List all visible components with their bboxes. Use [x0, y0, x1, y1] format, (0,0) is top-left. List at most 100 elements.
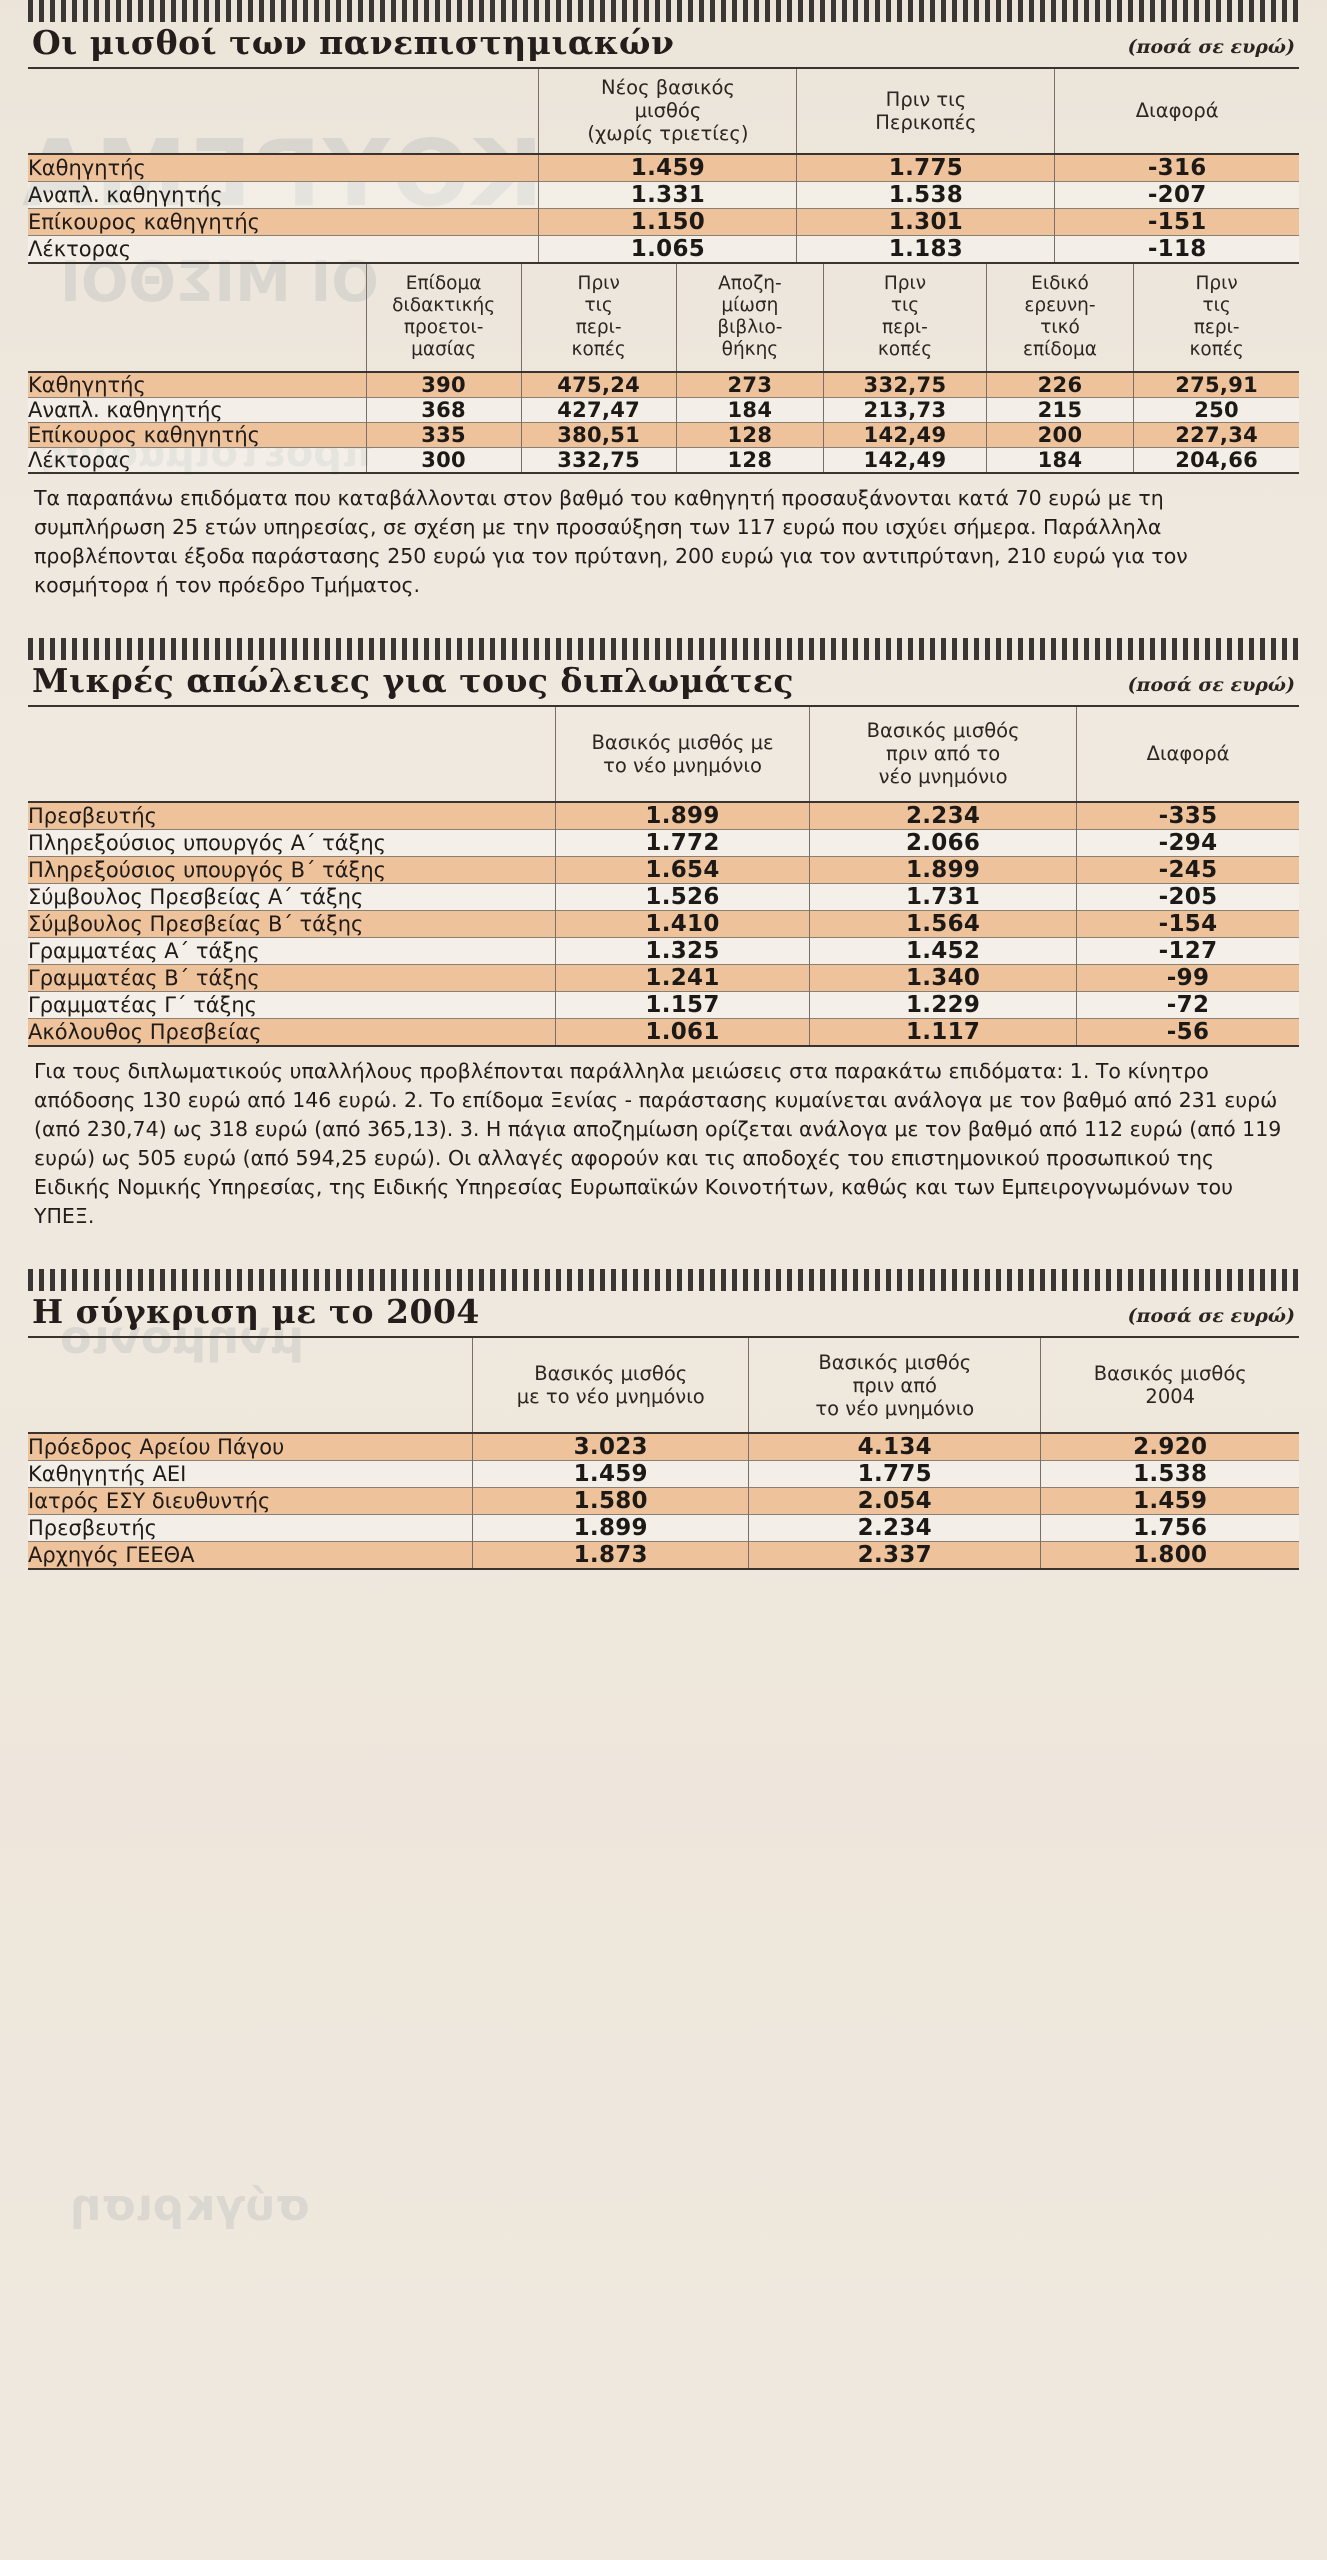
value-cell: 1.775 — [796, 152, 1055, 182]
value-cell: 1.410 — [554, 909, 810, 938]
value-cell: 273 — [675, 370, 824, 398]
header-cell: Πριν τις περι-κοπές — [1133, 263, 1299, 372]
value-cell: 1.459 — [472, 1460, 749, 1488]
value-cell: 250 — [1133, 396, 1299, 423]
table-university-allowances: Επίδομα διδακτικής προετοι-μασίας Πριν τις πε… — [28, 263, 1299, 474]
value-cell: 128 — [675, 421, 824, 448]
table-row: Γραμματέας Β΄ τάξης 1.241 1.340 -99 — [28, 963, 1299, 992]
row-label: Γραμματέας Α΄ τάξης — [28, 936, 556, 965]
value-cell: 184 — [675, 396, 824, 423]
row-label: Ακόλουθος Πρεσβείας — [28, 1017, 556, 1046]
row-label: Πρόεδρος Αρείου Πάγου — [28, 1432, 473, 1461]
section-headline: Η σύγκριση με το 2004 — [32, 1292, 480, 1332]
section-headline: Οι μισθοί των πανεπιστημιακών — [32, 23, 675, 62]
row-label: Ιατρός ΕΣΥ διευθυντής — [28, 1487, 473, 1515]
header-cell: Νέος βασικός μισθός (χωρίς τριετίες) — [538, 67, 797, 154]
header-cell: Αποζη-μίωση βιβλιο-θήκης — [675, 263, 824, 372]
value-cell: 275,91 — [1133, 370, 1299, 398]
value-cell: -316 — [1054, 152, 1299, 182]
row-label: Αναπλ. καθηγητής — [28, 396, 367, 423]
section-diplomats: Μικρές απώλειες για τους διπλωμάτες (ποσ… — [28, 638, 1299, 1235]
table-header-row: Βασικός μισθός με το νέο μνημόνιο Βασικός … — [28, 705, 1299, 802]
value-cell: -99 — [1076, 963, 1299, 992]
headline-row-1: Οι μισθοί των πανεπιστημιακών (ποσά σε ε… — [28, 24, 1299, 67]
table-row: Σύμβουλος Πρεσβείας Α΄ τάξης 1.526 1.731 -2… — [28, 882, 1299, 911]
value-cell: 3.023 — [472, 1432, 749, 1461]
row-label: Γραμματέας Β΄ τάξης — [28, 963, 556, 992]
value-cell: 1.899 — [554, 800, 810, 830]
value-cell: 1.899 — [809, 855, 1077, 884]
table-diplomat-salaries: Βασικός μισθός με το νέο μνημόνιο Βασικός … — [28, 704, 1299, 1047]
table-row: Καθηγητής 390 475,24 273 332,75 226 275,91 — [28, 370, 1299, 398]
value-cell: -335 — [1076, 800, 1299, 830]
value-cell: -205 — [1076, 882, 1299, 911]
value-cell: 2.337 — [748, 1541, 1041, 1570]
table-comparison-2004: Βασικός μισθός με το νέο μνημόνιο Βασικός … — [28, 1336, 1299, 1571]
table-row: Επίκουρος καθηγητής 335 380,51 128 142,49 200… — [28, 421, 1299, 448]
value-cell: 1.325 — [554, 936, 810, 965]
value-cell: 4.134 — [748, 1432, 1041, 1461]
value-cell: 1.731 — [809, 882, 1077, 911]
table-row: Γραμματέας Γ΄ τάξης 1.157 1.229 -72 — [28, 990, 1299, 1019]
ghost-text-5: σύγκριση — [70, 2180, 310, 2231]
value-cell: 427,47 — [520, 396, 677, 423]
value-cell: 335 — [365, 421, 522, 448]
table-head: Επίδομα διδακτικής προετοι-μασίας Πριν τις πε… — [28, 263, 1299, 372]
headline-row-2: Μικρές απώλειες για τους διπλωμάτες (ποσ… — [28, 662, 1299, 705]
header-cell-blank — [28, 706, 555, 802]
header-cell-blank — [28, 68, 539, 154]
table-header-row: Επίδομα διδακτικής προετοι-μασίας Πριν τις πε… — [28, 263, 1299, 372]
table-row: Γραμματέας Α΄ τάξης 1.325 1.452 -127 — [28, 936, 1299, 965]
row-label: Πρεσβευτής — [28, 800, 556, 830]
header-cell: Διαφορά — [1076, 705, 1299, 802]
table-row: Ιατρός ΕΣΥ διευθυντής 1.580 2.054 1.459 — [28, 1487, 1299, 1515]
value-cell: -118 — [1054, 234, 1299, 263]
value-cell: -207 — [1054, 180, 1299, 209]
table-body: Καθηγητής 390 475,24 273 332,75 226 275,91 Αναπ… — [28, 370, 1299, 473]
header-cell: Πριν τις Περικοπές — [796, 67, 1055, 154]
section-headline: Μικρές απώλειες για τους διπλωμάτες — [32, 661, 795, 701]
header-cell: Διαφορά — [1054, 67, 1299, 154]
value-cell: 1.772 — [554, 828, 810, 857]
amount-note: (ποσά σε ευρώ) — [1127, 1305, 1295, 1328]
table-row: Πρεσβευτής 1.899 2.234 1.756 — [28, 1514, 1299, 1542]
value-cell: 227,34 — [1133, 421, 1299, 448]
table-row: Καθηγητής 1.459 1.775 -316 — [28, 152, 1299, 182]
value-cell: 1.526 — [554, 882, 810, 911]
table-row: Πρεσβευτής 1.899 2.234 -335 — [28, 800, 1299, 830]
section-comparison-2004: Η σύγκριση με το 2004 (ποσά σε ευρώ) Βασ… — [28, 1269, 1299, 1571]
spacer — [28, 1235, 1299, 1269]
table-row: Πρόεδρος Αρείου Πάγου 3.023 4.134 2.920 — [28, 1432, 1299, 1461]
row-label: Αρχηγός ΓΕΕΘΑ — [28, 1541, 473, 1570]
table-body: Καθηγητής 1.459 1.775 -316 Αναπλ. καθηγητής 1… — [28, 152, 1299, 263]
table-body: Πρεσβευτής 1.899 2.234 -335 Πληρεξούσιος υπο… — [28, 800, 1299, 1046]
section-universities: Οι μισθοί των πανεπιστημιακών (ποσά σε ε… — [28, 0, 1299, 604]
section-paragraph: Για τους διπλωματικούς υπαλλήλους προβλέ… — [28, 1047, 1299, 1236]
value-cell: 2.234 — [809, 800, 1077, 830]
value-cell: 226 — [985, 370, 1134, 398]
table-row: Πληρεξούσιος υπουργός Β΄ τάξης 1.654 1.899… — [28, 855, 1299, 884]
value-cell: 1.580 — [472, 1487, 749, 1515]
row-label: Καθηγητής — [28, 370, 367, 398]
value-cell: 1.538 — [796, 180, 1055, 209]
hatch-rule-3 — [28, 1269, 1299, 1292]
table-head: Βασικός μισθός με το νέο μνημόνιο Βασικός … — [28, 705, 1299, 802]
table-head: Βασικός μισθός με το νέο μνημόνιο Βασικός … — [28, 1337, 1299, 1434]
table-header-row: Βασικός μισθός με το νέο μνημόνιο Βασικός … — [28, 1337, 1299, 1434]
value-cell: 475,24 — [520, 370, 677, 398]
header-cell-blank — [28, 264, 366, 372]
row-label: Γραμματέας Γ΄ τάξης — [28, 990, 556, 1019]
value-cell: 1.654 — [554, 855, 810, 884]
table-row: Αναπλ. καθηγητής 1.331 1.538 -207 — [28, 180, 1299, 209]
row-label: Σύμβουλος Πρεσβείας Α΄ τάξης — [28, 882, 556, 911]
value-cell: 1.452 — [809, 936, 1077, 965]
header-cell: Βασικός μισθός με το νέο μνημόνιο — [472, 1337, 749, 1434]
table-row: Επίκουρος καθηγητής 1.150 1.301 -151 — [28, 207, 1299, 236]
hatch-rule-2 — [28, 638, 1299, 661]
value-cell: 2.234 — [748, 1514, 1041, 1542]
value-cell: 213,73 — [823, 396, 987, 423]
value-cell: 1.229 — [809, 990, 1077, 1019]
value-cell: 368 — [365, 396, 522, 423]
header-cell: Βασικός μισθός 2004 — [1040, 1337, 1299, 1434]
